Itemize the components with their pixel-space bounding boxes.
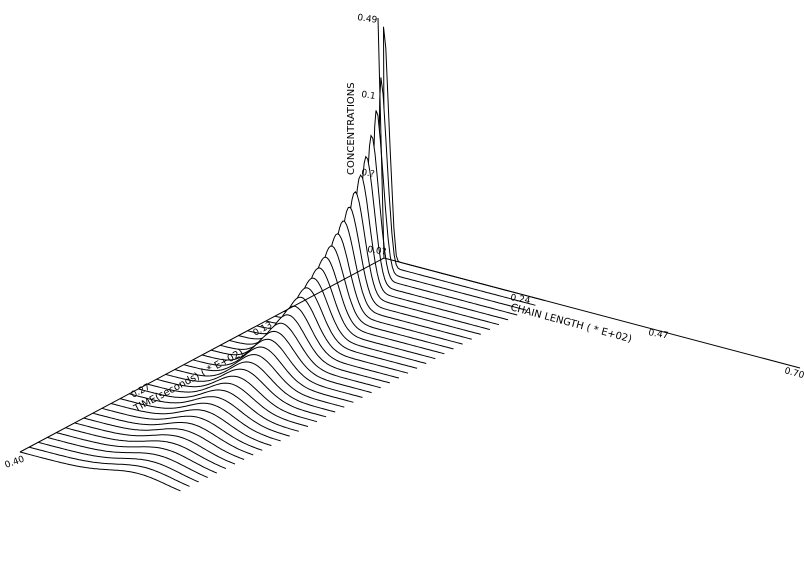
- time-slice-curve: [183, 354, 345, 408]
- x-tick-label: 0.47: [647, 328, 668, 341]
- time-slice-curve: [165, 368, 327, 418]
- z-axis-title: CONCENTRATIONS: [346, 82, 357, 175]
- time-slice-curves: [19, 26, 545, 495]
- x-axis-title: CHAIN LENGTH ( * E+02): [509, 302, 633, 345]
- time-slice-curve: [92, 412, 254, 456]
- time-slice-fill: [229, 314, 390, 383]
- time-slice-curve: [192, 346, 354, 403]
- time-slice-curve: [347, 155, 509, 321]
- time-slice-curve: [56, 432, 217, 474]
- time-slice-curve: [28, 446, 190, 487]
- time-slice-curve: [383, 26, 545, 301]
- time-slice-fill: [338, 175, 499, 325]
- time-slice-curve: [101, 407, 263, 451]
- axes: [19, 17, 801, 453]
- time-slice-curve: [138, 388, 299, 432]
- time-slice-curve: [229, 314, 390, 384]
- time-slice-fill: [311, 221, 472, 340]
- z-tick-label: 0.1: [361, 90, 377, 102]
- time-slice-curve: [365, 110, 527, 311]
- time-slice-curve: [220, 322, 381, 389]
- time-slice-curve: [329, 190, 491, 330]
- axis-labels: CONCENTRATIONS CHAIN LENGTH ( * E+02) TI…: [4, 13, 804, 471]
- time-slice-fill: [302, 233, 463, 345]
- time-slice-curve: [147, 382, 309, 427]
- time-slice-curve: [156, 375, 318, 423]
- time-slice-curve: [320, 206, 481, 335]
- time-slice-curve: [119, 398, 281, 442]
- time-slice-curve: [83, 417, 245, 460]
- time-slice-curve: [19, 451, 181, 492]
- z-tick-label: 0.49: [357, 13, 379, 26]
- y-axis-line: [19, 257, 385, 453]
- time-slice-curve: [210, 330, 372, 394]
- time-slice-fill: [383, 26, 545, 301]
- time-slice-curve: [110, 403, 272, 447]
- z-tick-label: 0.0?: [367, 245, 388, 258]
- time-slice-curve: [338, 174, 500, 326]
- time-slice-curve: [65, 427, 227, 469]
- time-slice-fill: [220, 323, 381, 388]
- time-slice-curve: [47, 436, 208, 478]
- time-slice-curve: [356, 134, 518, 316]
- x-axis-line: [383, 257, 801, 369]
- time-slice-curve: [129, 393, 290, 437]
- x-tick-label: 0.70: [783, 366, 804, 381]
- time-slice-curve: [201, 338, 363, 398]
- y-tick-label: 0.40: [4, 454, 27, 470]
- z-tick-label: 0.?: [361, 168, 376, 180]
- time-slice-curve: [174, 361, 336, 413]
- time-slice-curve: [38, 441, 199, 483]
- time-slice-fill: [20, 452, 181, 495]
- time-slice-curve: [374, 77, 536, 306]
- z-axis-line: [377, 17, 385, 259]
- x-tick-label: 0.24: [509, 293, 531, 306]
- time-slice-curve: [74, 422, 236, 465]
- time-slice-fill: [374, 77, 536, 306]
- time-slice-fill: [356, 135, 518, 315]
- time-slice-fill: [111, 403, 272, 446]
